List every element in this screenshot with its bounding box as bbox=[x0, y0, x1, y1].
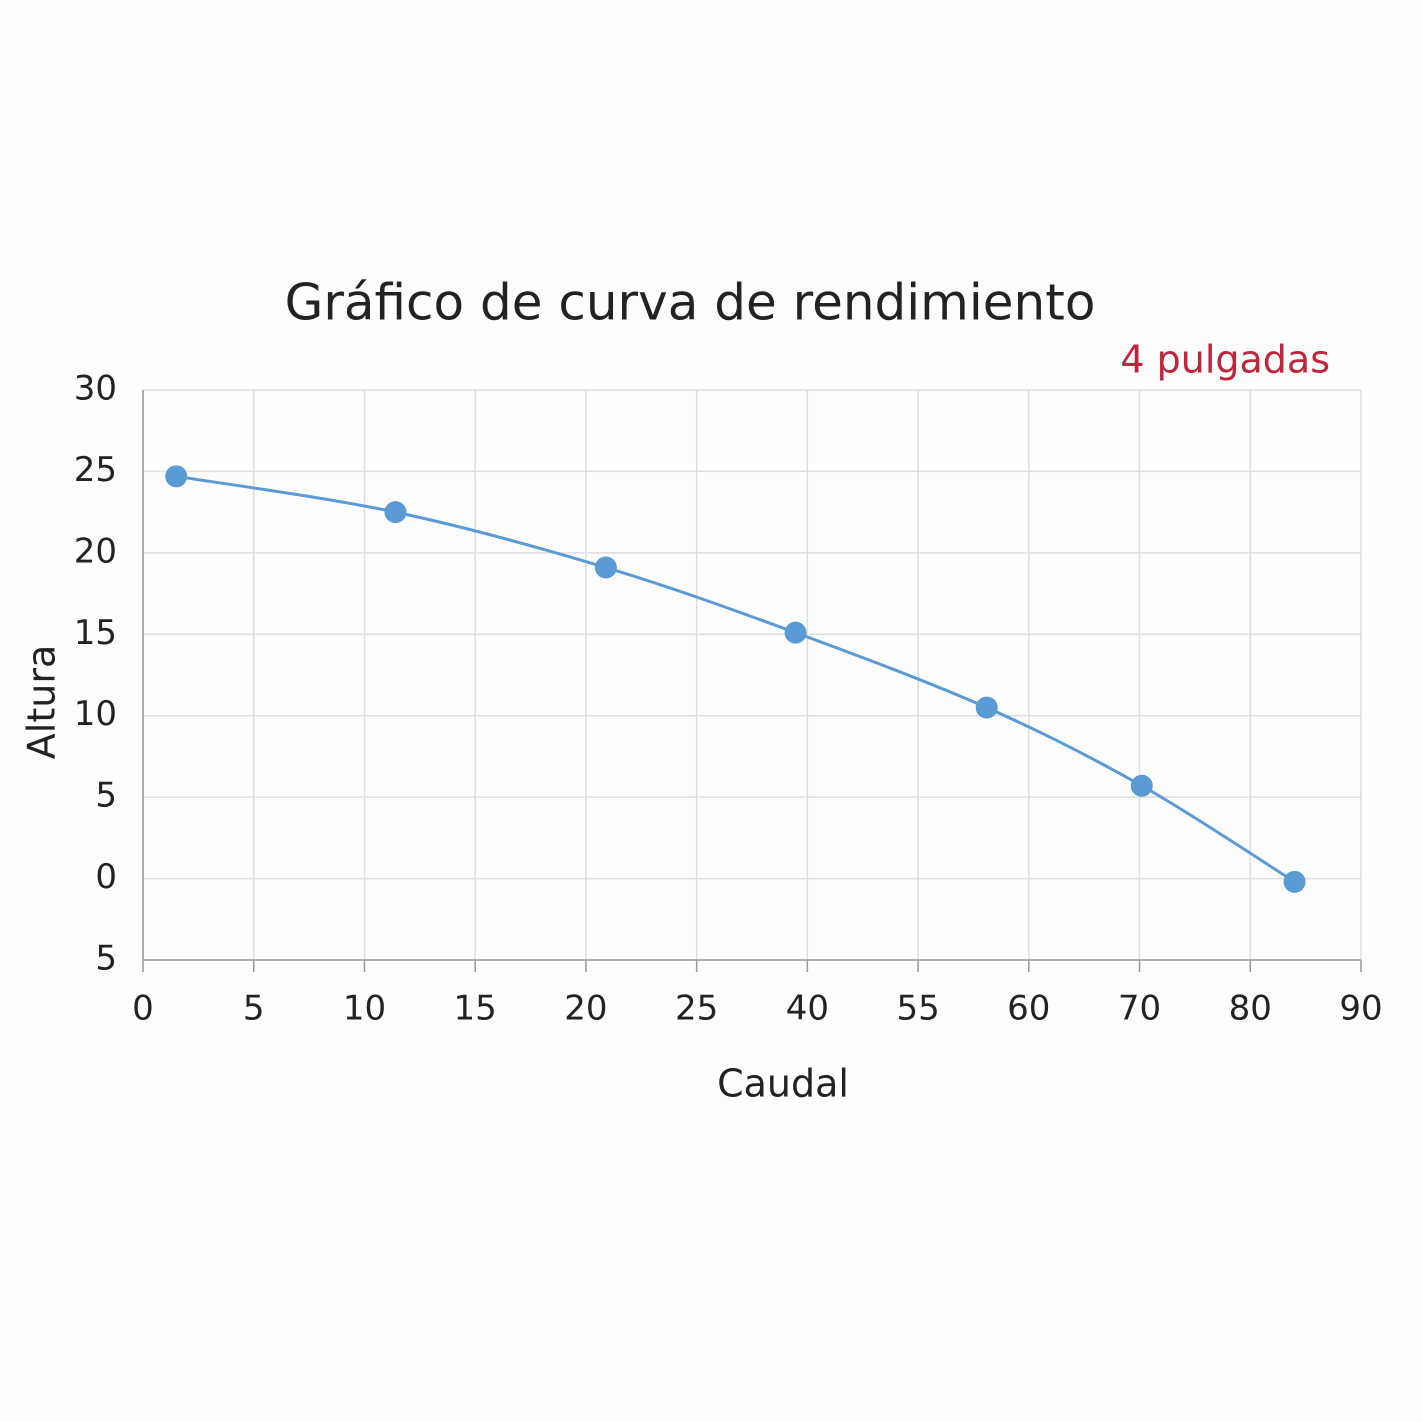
y-tick-label: 5 bbox=[95, 939, 117, 979]
y-tick-label: 30 bbox=[74, 369, 117, 409]
y-tick-label: 10 bbox=[74, 694, 117, 734]
chart-title: Gráfico de curva de rendimiento bbox=[285, 274, 1096, 332]
x-tick-label: 60 bbox=[1007, 989, 1050, 1029]
x-axis-label: Caudal bbox=[717, 1062, 849, 1106]
x-tick-label: 80 bbox=[1229, 989, 1272, 1029]
y-axis-label: Altura bbox=[20, 645, 64, 759]
x-tick-label: 20 bbox=[564, 989, 607, 1029]
y-tick-label: 20 bbox=[74, 531, 117, 571]
point bbox=[1283, 870, 1306, 893]
x-tick-label: 10 bbox=[343, 989, 386, 1029]
x-tick-label: 15 bbox=[454, 989, 497, 1029]
point bbox=[594, 556, 617, 579]
y-tick-label: 15 bbox=[74, 613, 117, 653]
y-tick-label: 25 bbox=[74, 450, 117, 490]
point bbox=[975, 696, 998, 719]
point bbox=[165, 465, 188, 488]
x-tick-label: 70 bbox=[1118, 989, 1161, 1029]
x-tick-label: 90 bbox=[1339, 989, 1382, 1029]
y-tick-label: 0 bbox=[95, 857, 117, 897]
x-tick-label: 5 bbox=[243, 989, 265, 1029]
x-tick-label: 0 bbox=[132, 989, 154, 1029]
x-tick-label: 25 bbox=[675, 989, 718, 1029]
point bbox=[384, 501, 407, 524]
x-tick-label: 55 bbox=[896, 989, 939, 1029]
point bbox=[784, 621, 807, 644]
point bbox=[1130, 774, 1153, 797]
series-label: 4 pulgadas bbox=[1120, 338, 1330, 382]
y-tick-label: 5 bbox=[95, 776, 117, 816]
x-tick-label: 40 bbox=[786, 989, 829, 1029]
